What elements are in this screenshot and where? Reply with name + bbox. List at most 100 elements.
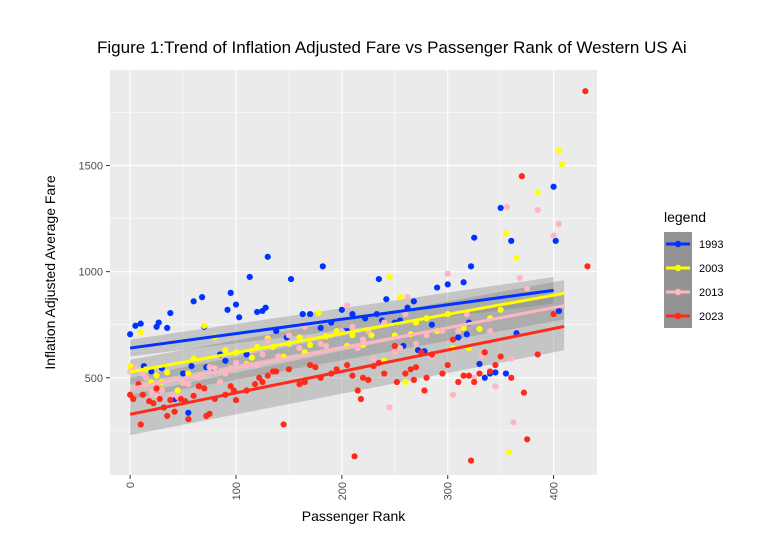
data-point-2003 — [306, 341, 314, 348]
data-point-2023 — [402, 370, 409, 377]
x-tick-label: 300 — [443, 482, 455, 500]
y-tick-label: 1000 — [79, 267, 103, 279]
data-point-2013 — [217, 378, 224, 386]
data-point-1993 — [148, 368, 155, 375]
data-point-1993 — [155, 319, 162, 326]
data-point-2013 — [169, 391, 176, 398]
data-point-2013 — [185, 381, 192, 388]
data-point-2003 — [164, 369, 171, 376]
data-point-1993 — [502, 370, 510, 377]
data-point-2003 — [127, 363, 134, 370]
confidence-band-1993 — [130, 276, 554, 357]
data-point-2023 — [273, 368, 280, 375]
data-point-2023 — [455, 378, 462, 386]
data-point-1993 — [508, 237, 515, 244]
data-point-1993 — [185, 409, 192, 416]
data-point-2013 — [285, 332, 293, 339]
data-point-1993 — [299, 311, 306, 318]
data-point-2023 — [264, 372, 271, 379]
legend-title: legend — [664, 209, 706, 225]
data-point-1993 — [190, 298, 197, 305]
data-point-2013 — [232, 359, 240, 367]
trend-line-2013 — [129, 304, 565, 390]
data-point-2023 — [423, 374, 430, 381]
data-point-2023 — [481, 349, 488, 356]
data-point-2023 — [518, 173, 525, 180]
legend-key-point — [674, 288, 682, 296]
data-point-2013 — [555, 220, 562, 227]
data-point-2013 — [370, 355, 377, 362]
data-point-2013 — [158, 387, 165, 394]
data-point-1993 — [227, 289, 234, 296]
data-point-1993 — [338, 306, 345, 313]
data-point-1993 — [467, 263, 475, 270]
data-point-2023 — [449, 336, 457, 343]
data-point-2023 — [285, 366, 293, 373]
data-point-2013 — [148, 389, 155, 396]
data-point-2023 — [550, 311, 557, 318]
data-point-2023 — [153, 385, 160, 392]
data-point-2013 — [508, 355, 515, 362]
data-point-2003 — [315, 309, 322, 317]
data-point-2013 — [492, 383, 499, 390]
data-point-1993 — [222, 357, 229, 364]
data-point-2023 — [520, 389, 528, 396]
data-point-2023 — [439, 370, 446, 377]
data-point-1993 — [455, 334, 462, 341]
data-point-2023 — [139, 391, 146, 398]
data-point-1993 — [199, 294, 206, 301]
data-point-1993 — [481, 374, 488, 381]
trend-line-1993 — [129, 288, 554, 350]
data-point-2003 — [201, 322, 208, 329]
data-point-2013 — [404, 294, 411, 301]
data-point-2023 — [130, 395, 137, 403]
data-point-2013 — [396, 344, 404, 352]
x-tick-label: 400 — [549, 482, 561, 500]
trend-line-2023 — [129, 324, 565, 416]
data-point-2003 — [153, 372, 160, 379]
data-point-2013 — [486, 327, 494, 335]
data-point-1993 — [383, 296, 390, 303]
legend-key-point — [674, 240, 682, 248]
data-point-1993 — [471, 234, 478, 241]
y-tick-label: 500 — [85, 373, 103, 385]
data-point-2003 — [558, 161, 566, 168]
x-tick-label: 0 — [125, 482, 137, 488]
data-point-2013 — [455, 327, 462, 335]
data-point-2023 — [156, 395, 163, 403]
data-point-1993 — [460, 279, 467, 286]
data-point-1993 — [317, 324, 324, 332]
data-point-2023 — [256, 374, 263, 381]
data-point-2023 — [492, 361, 499, 369]
data-point-2023 — [365, 376, 372, 384]
data-point-2023 — [381, 370, 388, 377]
data-point-2023 — [534, 351, 541, 358]
data-point-2023 — [460, 372, 467, 379]
data-point-2003 — [174, 387, 181, 394]
data-point-1993 — [262, 304, 269, 311]
data-point-2013 — [510, 419, 517, 426]
data-point-1993 — [254, 308, 261, 316]
data-point-2003 — [185, 370, 192, 377]
data-point-1993 — [410, 298, 417, 305]
data-point-2013 — [412, 340, 420, 347]
data-point-2023 — [508, 374, 515, 381]
data-point-2023 — [171, 408, 178, 415]
legend-label-2023: 2023 — [699, 311, 723, 323]
data-point-1993 — [550, 183, 557, 190]
data-point-2003 — [333, 327, 340, 335]
data-point-1993 — [132, 322, 139, 329]
data-point-2023 — [582, 88, 589, 95]
data-point-2023 — [444, 361, 451, 369]
data-point-2023 — [524, 436, 531, 443]
data-point-2023 — [349, 372, 356, 379]
data-point-2023 — [476, 370, 483, 377]
data-point-2023 — [296, 381, 303, 388]
data-point-2013 — [386, 404, 393, 411]
data-point-2013 — [444, 270, 451, 277]
data-point-2003 — [386, 273, 393, 281]
data-point-2003 — [555, 147, 562, 154]
data-point-2023 — [486, 368, 494, 375]
data-point-2023 — [584, 263, 591, 270]
